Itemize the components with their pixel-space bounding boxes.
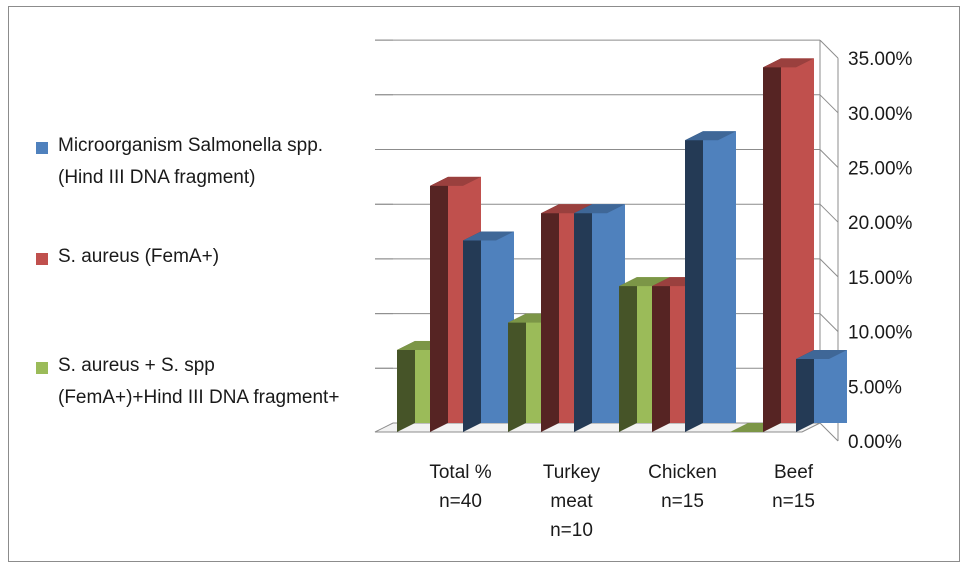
y-tick-mark — [819, 39, 839, 59]
x-tick-label: n=15 — [772, 491, 815, 512]
y-tick-mark — [819, 94, 839, 114]
x-tick-label: Total % — [429, 462, 491, 483]
bar-side — [574, 204, 592, 432]
y-tick-label: 0.00% — [848, 432, 902, 453]
bar-top — [574, 204, 625, 214]
y-tick-label: 25.00% — [848, 159, 913, 180]
bar-top — [685, 131, 736, 141]
legend-label-salmonella: Microorganism Salmonella spp. (Hind III … — [58, 135, 324, 188]
bar-salmonella — [685, 131, 736, 432]
y-tick-mark — [819, 313, 839, 332]
x-tick-label: n=40 — [439, 491, 482, 512]
legend-label-combined: S. aureus + S. spp (FemA+)+Hind III DNA … — [58, 355, 340, 408]
bar-front — [703, 131, 736, 423]
y-tick-label: 10.00% — [848, 323, 913, 344]
bar-top — [763, 58, 814, 68]
x-tick-label: n=15 — [661, 491, 704, 512]
legend-swatch-combined — [36, 362, 48, 374]
legend-swatch-salmonella — [36, 142, 48, 154]
bar-side — [397, 340, 415, 432]
bar-top — [619, 277, 670, 287]
bar-top — [430, 176, 481, 186]
legend-label-s-aureus: S. aureus (FemA+) — [58, 246, 220, 267]
y-tick-label: 20.00% — [848, 213, 913, 234]
bar-salmonella — [463, 231, 514, 432]
bar-side — [541, 204, 559, 432]
y-tick-mark — [819, 149, 839, 168]
bar-side — [652, 277, 670, 432]
bar-top — [463, 231, 514, 241]
bar-side — [685, 131, 703, 432]
bar-side — [508, 313, 526, 432]
y-tick-mark — [819, 258, 839, 278]
bar-salmonella — [574, 204, 625, 432]
x-tick-label: Beef — [774, 462, 814, 483]
bar-side — [763, 58, 781, 432]
legend-swatch-s-aureus — [36, 253, 48, 265]
y-tick-label: 15.00% — [848, 268, 913, 289]
x-tick-label: Turkey — [543, 462, 601, 483]
bar-side — [619, 277, 637, 432]
y-tick-mark — [819, 422, 839, 442]
bar-salmonella — [796, 350, 847, 432]
bar-front — [814, 350, 847, 423]
y-tick-mark — [819, 203, 839, 223]
bar-side — [796, 350, 814, 432]
bar-top — [796, 350, 847, 360]
y-tick-label: 5.00% — [848, 377, 902, 398]
x-tick-label: n=10 — [550, 520, 593, 541]
y-tick-label: 35.00% — [848, 49, 913, 70]
bar-top — [541, 204, 592, 214]
bar-side — [463, 231, 481, 432]
bar-side — [430, 176, 448, 432]
y-tick-label: 30.00% — [848, 104, 913, 125]
x-tick-label: Chicken — [648, 462, 717, 483]
x-tick-label: meat — [550, 491, 593, 512]
bar-s-aureus — [763, 58, 814, 432]
